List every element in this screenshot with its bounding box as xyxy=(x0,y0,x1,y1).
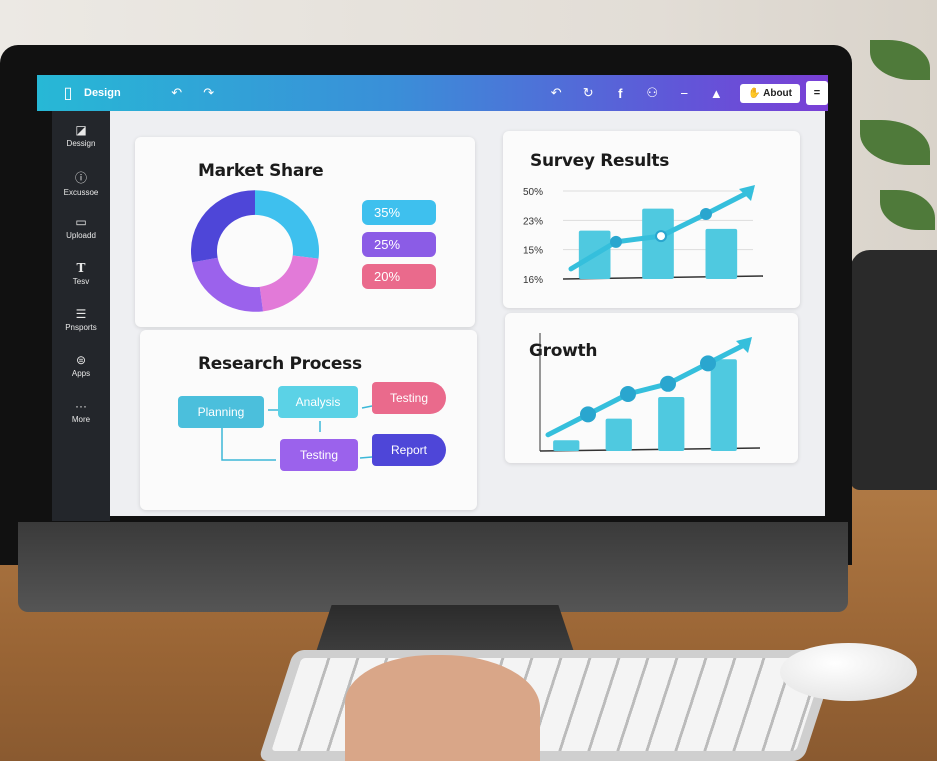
legend-pill: 25% xyxy=(362,232,436,257)
trend-arrowhead xyxy=(736,337,752,353)
help-icon: ⓘ xyxy=(74,171,87,185)
undo-icon[interactable]: ↶ xyxy=(171,85,183,100)
donut-chart xyxy=(191,190,319,312)
design-logo-icon: ▯ xyxy=(63,85,73,102)
sidebar-item-label: Apps xyxy=(71,369,91,378)
flow-node-analysis[interactable]: Analysis xyxy=(278,386,358,418)
sidebar-item-label: More xyxy=(71,415,91,424)
facebook-icon[interactable]: f xyxy=(618,85,623,101)
y-tick-label: 50% xyxy=(523,187,543,198)
y-tick-label: 15% xyxy=(523,246,543,257)
flow-arrows xyxy=(221,405,373,461)
bar xyxy=(705,228,738,279)
bar xyxy=(553,440,580,451)
sidebar-item-apps[interactable]: ⊜ Apps xyxy=(52,353,110,399)
y-tick-label: 16% xyxy=(523,275,543,286)
sidebar-item-label: Tesv xyxy=(72,277,90,286)
trend-point xyxy=(655,230,667,243)
more-icon: ··· xyxy=(75,399,87,413)
market-share-card[interactable]: Market Share 35% 25% 20% xyxy=(135,137,475,327)
design-icon: ◪ xyxy=(75,123,87,137)
refresh-icon[interactable]: ↻ xyxy=(582,85,594,100)
sidebar-item-label: Dessign xyxy=(66,139,96,148)
flow-node-testing[interactable]: Testing xyxy=(372,382,446,414)
minus-icon[interactable]: ⎯ xyxy=(681,85,688,100)
triangle-icon[interactable]: ▲ xyxy=(709,85,723,101)
survey-results-card[interactable]: Survey Results 50% 23% 15% 16% xyxy=(503,131,800,308)
text-icon: T xyxy=(76,261,86,275)
trend-point xyxy=(620,386,636,402)
survey-bar-chart: 50% 23% 15% 16% xyxy=(523,185,764,286)
trend-point xyxy=(660,375,676,392)
sidebar-item-reports[interactable]: ☰ Pnsports xyxy=(52,307,110,353)
flow-node-planning[interactable]: Planning xyxy=(178,396,264,428)
trend-point xyxy=(700,207,712,220)
donut-slice xyxy=(192,257,264,312)
sidebar-item-design[interactable]: ◪ Dessign xyxy=(52,123,110,169)
undo-icon[interactable]: ↶ xyxy=(550,85,562,100)
sidebar-item-label: Pnsports xyxy=(65,323,97,332)
growth-bar-chart xyxy=(539,333,761,452)
flow-node-report[interactable]: Report xyxy=(372,434,446,466)
share-icon[interactable]: ⚇ xyxy=(646,85,659,100)
sidebar: ◪ Dessign ⓘ Excussoe ▭ Uploadd T Tesv ☰ Pnspo… xyxy=(52,111,110,521)
bar xyxy=(642,208,674,279)
research-process-card[interactable]: Research Process Planning Analysis Testi… xyxy=(140,330,477,510)
donut-slice xyxy=(259,255,319,312)
apps-icon: ⊜ xyxy=(75,353,87,367)
card-title: Growth xyxy=(529,341,598,361)
top-toolbar: ▯ Design ↶ ↷ ↶ ↻ f ⚇ ⎯ ▲ ✋ About = xyxy=(37,75,828,111)
app-label[interactable]: Design xyxy=(84,87,121,99)
mouse xyxy=(780,643,917,701)
trend-point xyxy=(700,355,716,372)
plant-pot xyxy=(850,250,937,490)
legend-pill: 20% xyxy=(362,264,436,289)
about-label: About xyxy=(763,87,792,99)
legend-pill: 35% xyxy=(362,200,436,225)
menu-button[interactable]: = xyxy=(806,81,828,105)
hand xyxy=(345,655,540,761)
donut-slice xyxy=(191,190,255,263)
about-button[interactable]: ✋ About xyxy=(740,83,800,103)
hand-icon: ✋ xyxy=(748,87,764,99)
sidebar-item-more[interactable]: ··· More xyxy=(52,399,110,445)
y-tick-label: 23% xyxy=(523,216,543,227)
sidebar-item-upload[interactable]: ▭ Uploadd xyxy=(52,215,110,261)
flow-node-testing[interactable]: Testing xyxy=(280,439,358,471)
design-canvas: Market Share 35% 25% 20% Survey Results … xyxy=(110,111,825,516)
growth-card[interactable]: Growth xyxy=(505,313,798,463)
sidebar-item-label: Excussoe xyxy=(63,188,99,197)
monitor-chin xyxy=(18,522,848,612)
trend-point xyxy=(580,406,596,423)
trend-arrowhead xyxy=(739,185,755,201)
bar xyxy=(658,397,685,451)
sidebar-item-label: Uploadd xyxy=(66,231,96,240)
redo-icon[interactable]: ↷ xyxy=(203,85,215,100)
document-icon: ☰ xyxy=(75,307,87,321)
trend-point xyxy=(610,235,622,248)
sidebar-item-help[interactable]: ⓘ Excussoe xyxy=(52,169,110,215)
card-title: Research Process xyxy=(198,354,362,374)
bar xyxy=(710,359,737,451)
bar xyxy=(605,418,632,451)
sidebar-item-text[interactable]: T Tesv xyxy=(52,261,110,307)
upload-icon: ▭ xyxy=(75,215,87,229)
donut-slice xyxy=(255,190,319,259)
card-title: Market Share xyxy=(198,161,324,181)
card-title: Survey Results xyxy=(530,151,670,171)
